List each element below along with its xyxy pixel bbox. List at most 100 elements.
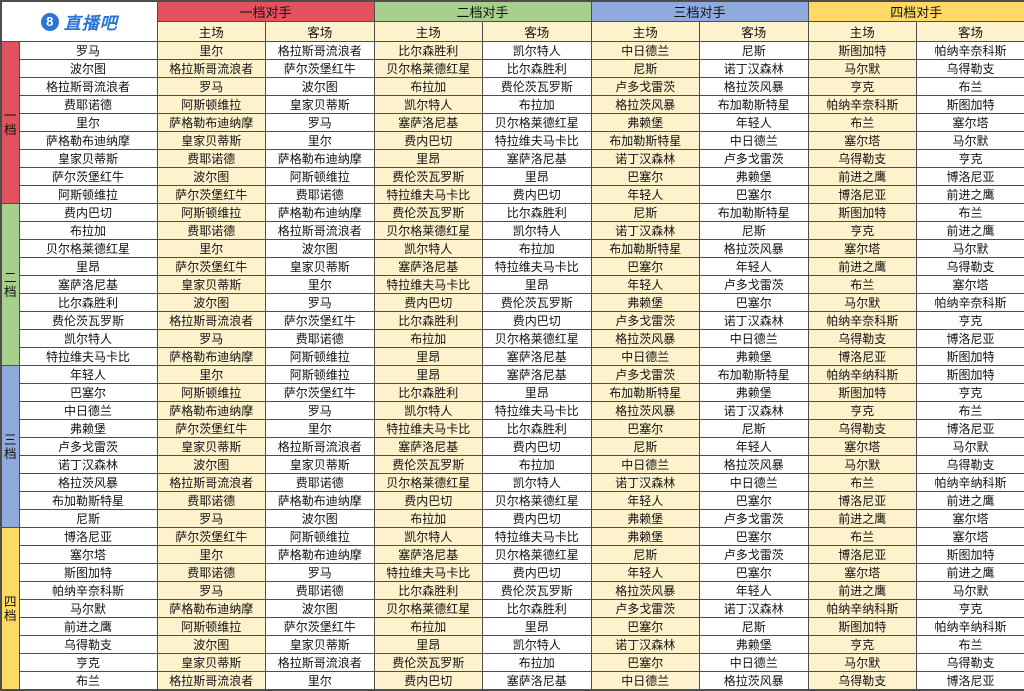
- away-opponent-cell: 亨克: [916, 383, 1024, 402]
- away-opponent-cell: 贝尔格莱德红星: [482, 491, 592, 510]
- home-opponent-cell: 贝尔格莱德红星: [373, 221, 484, 240]
- away-opponent-cell: 布加勒斯特星: [699, 203, 809, 222]
- home-opponent-cell: 贝尔格莱德红星: [373, 473, 484, 492]
- away-opponent-cell: 诺丁汉森林: [699, 401, 809, 420]
- away-opponent-cell: 塞萨洛尼基: [482, 149, 592, 168]
- team-name-cell: 弗赖堡: [18, 419, 158, 438]
- away-opponent-cell: 格拉斯哥流浪者: [265, 653, 375, 672]
- home-opponent-cell: 布加勒斯特星: [590, 383, 701, 402]
- home-opponent-cell: 里尔: [156, 545, 266, 564]
- away-opponent-cell: 皇家贝蒂斯: [265, 257, 375, 276]
- team-row: 前进之鹰 阿斯顿维拉 萨尔茨堡红牛 布拉加 里昂 巴塞尔 尼斯 斯图加特 帕纳辛纳科斯: [1, 617, 1024, 636]
- team-row: 布加勒斯特星 费耶诺德 萨格勒布迪纳摩 费内巴切 贝尔格莱德红星 年轻人 巴塞尔 博洛尼亚 前进…: [1, 491, 1024, 510]
- home-opponent-cell: 卢多戈雷茨: [590, 599, 701, 618]
- away-opponent-cell: 卢多戈雷茨: [699, 149, 809, 168]
- home-opponent-cell: 诺丁汉森林: [590, 221, 701, 240]
- team-name-cell: 马尔默: [18, 599, 158, 618]
- away-opponent-cell: 乌得勒支: [916, 653, 1024, 672]
- home-opponent-cell: 格拉茨风暴: [590, 401, 701, 420]
- away-opponent-cell: 巴塞尔: [699, 563, 809, 582]
- away-opponent-cell: 马尔默: [916, 437, 1024, 456]
- home-opponent-cell: 中日德兰: [590, 347, 701, 366]
- home-opponent-cell: 博洛尼亚: [807, 491, 918, 510]
- away-opponent-cell: 格拉茨风暴: [699, 239, 809, 258]
- team-row: 乌得勒支 波尔图 皇家贝蒂斯 里昂 凯尔特人 诺丁汉森林 弗赖堡 亨克 布兰: [1, 635, 1024, 654]
- away-opponent-cell: 前进之鹰: [916, 185, 1024, 204]
- away-opponent-cell: 亨克: [916, 311, 1024, 330]
- away-opponent-cell: 费内巴切: [482, 509, 592, 528]
- away-opponent-cell: 尼斯: [699, 41, 809, 60]
- home-opponent-cell: 里尔: [156, 365, 266, 384]
- away-opponent-cell: 乌得勒支: [916, 59, 1024, 78]
- away-opponent-cell: 里尔: [265, 131, 375, 150]
- home-opponent-cell: 格拉斯哥流浪者: [156, 311, 266, 330]
- away-opponent-cell: 布兰: [916, 77, 1024, 96]
- home-opponent-cell: 年轻人: [590, 185, 701, 204]
- home-opponent-cell: 诺丁汉森林: [590, 149, 701, 168]
- away-opponent-cell: 巴塞尔: [699, 293, 809, 312]
- away-opponent-cell: 前进之鹰: [916, 563, 1024, 582]
- home-opponent-cell: 尼斯: [590, 545, 701, 564]
- away-opponent-cell: 前进之鹰: [916, 491, 1024, 510]
- away-opponent-cell: 凯尔特人: [482, 635, 592, 654]
- team-row: 阿斯顿维拉 萨尔茨堡红牛 费耶诺德 特拉维夫马卡比 费内巴切 年轻人 巴塞尔 博洛尼亚 前进之鹰: [1, 185, 1024, 204]
- team-row: 费伦茨瓦罗斯 格拉斯哥流浪者 萨尔茨堡红牛 比尔森胜利 费内巴切 卢多戈雷茨 诺丁汉森林 帕纳…: [1, 311, 1024, 330]
- away-opponent-cell: 萨格勒布迪纳摩: [265, 545, 375, 564]
- away-opponent-cell: 凯尔特人: [482, 221, 592, 240]
- home-opponent-cell: 弗赖堡: [590, 527, 701, 546]
- team-name-cell: 格拉斯哥流浪者: [18, 77, 158, 96]
- home-opponent-cell: 格拉茨风暴: [590, 581, 701, 600]
- away-opponent-cell: 里尔: [265, 671, 375, 691]
- away-opponent-cell: 乌得勒支: [916, 257, 1024, 276]
- home-opponent-cell: 塞尔塔: [807, 239, 918, 258]
- home-opponent-cell: 巴塞尔: [590, 419, 701, 438]
- home-opponent-cell: 皇家贝蒂斯: [156, 653, 266, 672]
- team-row: 皇家贝蒂斯 费耶诺德 萨格勒布迪纳摩 里昂 塞萨洛尼基 诺丁汉森林 卢多戈雷茨 乌得勒支 亨克: [1, 149, 1024, 168]
- away-opponent-cell: 马尔默: [916, 581, 1024, 600]
- team-row: 里昂 萨尔茨堡红牛 皇家贝蒂斯 塞萨洛尼基 特拉维夫马卡比 巴塞尔 年轻人 前进之鹰 乌得勒支: [1, 257, 1024, 276]
- home-opponent-cell: 布拉加: [373, 509, 484, 528]
- away-opponent-cell: 年轻人: [699, 113, 809, 132]
- away-opponent-cell: 费耶诺德: [265, 329, 375, 348]
- away-opponent-cell: 帕纳辛奈科斯: [916, 41, 1024, 60]
- home-opponent-cell: 诺丁汉森林: [590, 635, 701, 654]
- team-row: 诺丁汉森林 波尔图 皇家贝蒂斯 费伦茨瓦罗斯 布拉加 中日德兰 格拉茨风暴 马尔默 乌得勒支: [1, 455, 1024, 474]
- away-opponent-cell: 布加勒斯特星: [699, 95, 809, 114]
- home-opponent-cell: 里昂: [373, 365, 484, 384]
- home-opponent-cell: 里尔: [156, 239, 266, 258]
- away-opponent-cell: 罗马: [265, 293, 375, 312]
- away-opponent-cell: 贝尔格莱德红星: [482, 329, 592, 348]
- away-opponent-cell: 塞萨洛尼基: [482, 347, 592, 366]
- away-opponent-cell: 费内巴切: [482, 185, 592, 204]
- team-row: 塞尔塔 里尔 萨格勒布迪纳摩 塞萨洛尼基 贝尔格莱德红星 尼斯 卢多戈雷茨 博洛尼亚 斯图加特: [1, 545, 1024, 564]
- away-opponent-cell: 里昂: [482, 167, 592, 186]
- home-opponent-cell: 费内巴切: [373, 293, 484, 312]
- team-name-cell: 中日德兰: [18, 401, 158, 420]
- team-row: 二档费内巴切 阿斯顿维拉 萨格勒布迪纳摩 费伦茨瓦罗斯 比尔森胜利 尼斯 布加勒斯特星 斯图加…: [0, 203, 1024, 366]
- home-opponent-cell: 塞尔塔: [807, 437, 918, 456]
- team-row: 中日德兰 萨格勒布迪纳摩 罗马 凯尔特人 特拉维夫马卡比 格拉茨风暴 诺丁汉森林 亨克 布兰: [1, 401, 1024, 420]
- team-name-cell: 比尔森胜利: [18, 293, 158, 312]
- away-opponent-cell: 特拉维夫马卡比: [482, 527, 592, 546]
- away-opponent-cell: 格拉茨风暴: [699, 671, 809, 691]
- away-opponent-cell: 诺丁汉森林: [699, 311, 809, 330]
- away-opponent-cell: 费伦茨瓦罗斯: [482, 293, 592, 312]
- home-opponent-cell: 格拉茨风暴: [590, 329, 701, 348]
- team-row: 布兰 格拉斯哥流浪者 里尔 费内巴切 塞萨洛尼基 中日德兰 格拉茨风暴 乌得勒支 博洛尼亚: [1, 671, 1024, 691]
- away-opponent-cell: 弗赖堡: [699, 347, 809, 366]
- home-opponent-cell: 诺丁汉森林: [590, 473, 701, 492]
- away-opponent-cell: 贝尔格莱德红星: [482, 113, 592, 132]
- away-opponent-cell: 尼斯: [699, 419, 809, 438]
- home-opponent-cell: 塞萨洛尼基: [373, 437, 484, 456]
- away-opponent-cell: 博洛尼亚: [916, 167, 1024, 186]
- home-opponent-cell: 斯图加特: [807, 383, 918, 402]
- home-opponent-cell: 帕纳辛奈科斯: [807, 95, 918, 114]
- away-opponent-cell: 里昂: [482, 275, 592, 294]
- team-row: 马尔默 萨格勒布迪纳摩 波尔图 贝尔格莱德红星 比尔森胜利 卢多戈雷茨 诺丁汉森林 帕纳辛纳科…: [1, 599, 1024, 618]
- home-opponent-cell: 乌得勒支: [807, 671, 918, 691]
- home-opponent-cell: 罗马: [156, 77, 266, 96]
- home-opponent-cell: 凯尔特人: [373, 401, 484, 420]
- home-opponent-cell: 萨格勒布迪纳摩: [156, 599, 266, 618]
- tier4-away-header: 客场: [916, 21, 1024, 42]
- home-opponent-cell: 费耶诺德: [156, 563, 266, 582]
